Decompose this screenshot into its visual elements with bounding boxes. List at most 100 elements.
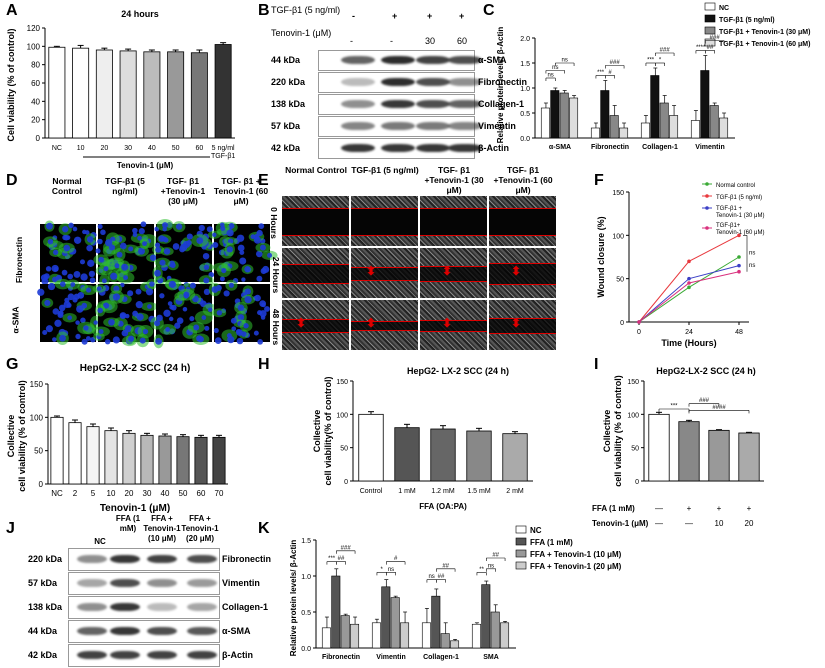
legend-swatch: [704, 14, 716, 23]
blot-band: [341, 56, 375, 64]
legend-label: NC: [530, 526, 542, 535]
wound-gap: [282, 264, 349, 284]
blot-band: [147, 627, 177, 635]
chart-i-row2-value: 10: [715, 519, 724, 528]
nucleus: [206, 226, 213, 233]
chart-h-title: HepG2- LX-2 SCC (24 h): [407, 366, 509, 376]
x-tick-label: 30: [143, 489, 152, 498]
panel-d-col-label: TGF- β1 + Tenovin-1 (60 μM): [213, 176, 269, 206]
nucleus: [237, 244, 245, 252]
legend-label: TGF-β1+: [716, 223, 741, 229]
panel-d-row-label: Fibronectin: [14, 236, 25, 284]
chart-k-ylabel: Relative protein levels/ β-Actin: [289, 540, 298, 657]
blot-band: [147, 555, 177, 563]
nucleus: [73, 270, 81, 278]
nucleus: [62, 226, 69, 233]
bar: [394, 427, 420, 482]
bar: [167, 51, 185, 139]
y-tick-label: 2.0: [520, 36, 530, 43]
nucleus: [121, 329, 129, 337]
nucleus: [154, 242, 161, 248]
nucleus: [73, 236, 82, 244]
bar: [400, 622, 410, 649]
bar: [648, 413, 670, 482]
nucleus: [158, 235, 165, 242]
x-tick-label: Fibronectin: [591, 144, 629, 151]
nucleus: [121, 263, 129, 271]
chart-i-row1-value: —: [655, 504, 663, 513]
blot-band: [187, 627, 217, 635]
blot-b-strip: [318, 50, 482, 71]
nucleus: [226, 246, 233, 253]
blot-b-kda: 220 kDa: [271, 77, 306, 87]
bar: [700, 70, 710, 139]
y-tick-label: 0: [620, 320, 624, 327]
red-arrow-marker: ⬍: [511, 316, 522, 330]
blot-j-protein: α-SMA: [222, 626, 251, 636]
bar: [669, 115, 679, 139]
nucleus: [63, 234, 70, 241]
nucleus: [136, 313, 144, 321]
x-tick-label: 50: [179, 489, 188, 498]
nucleus: [113, 285, 120, 292]
micrograph: [40, 220, 97, 286]
blot-b-protein: α-SMA: [478, 55, 507, 65]
nucleus: [53, 249, 59, 255]
blot-band: [381, 144, 415, 152]
sig-k-label: ##: [492, 553, 499, 559]
y-tick-label: 50: [631, 446, 639, 453]
blot-j-kda: 57 kDa: [28, 578, 58, 588]
nucleus: [41, 277, 49, 285]
nucleus: [142, 328, 149, 335]
nucleus: [226, 229, 234, 237]
bar: [559, 92, 569, 139]
sig-f-label: ns: [749, 251, 755, 257]
nucleus: [139, 337, 146, 344]
sig-f-label: ns: [749, 263, 755, 269]
nucleus: [257, 339, 263, 345]
nucleus: [201, 315, 207, 320]
nucleus: [128, 246, 134, 252]
bar: [590, 127, 600, 139]
chart-h-ylabel: cell viability(% of control): [323, 376, 333, 485]
sig-i-label: ####: [712, 405, 726, 411]
y-tick-label: 150: [30, 380, 44, 389]
nucleus: [52, 308, 60, 315]
blot-j-header: FFA + Tenovin-1 (20 μM): [181, 514, 219, 543]
blot-band: [448, 144, 482, 152]
chart-i: 0 50 100 150 HepG2-LX-2 SCC (24 h) Collective…: [592, 366, 764, 528]
x-tick-label: 70: [215, 489, 224, 498]
x-tick-label: α-SMA: [549, 144, 571, 151]
y-tick-label: 150: [612, 190, 624, 197]
nucleus: [244, 296, 252, 304]
scratch-image: ⬍: [489, 248, 556, 298]
blot-band: [110, 603, 140, 611]
bar: [140, 434, 154, 485]
nucleus: [75, 320, 80, 325]
y-tick-label: 150: [627, 379, 639, 386]
bar: [619, 127, 629, 139]
nucleus: [95, 248, 101, 254]
y-tick-label: 100: [336, 412, 348, 419]
nucleus: [75, 333, 81, 340]
nucleus: [57, 311, 64, 318]
panel-e-col-label: Normal Control: [285, 165, 347, 175]
nucleus: [98, 328, 104, 335]
nucleus: [138, 247, 145, 255]
panel-i-letter: I: [594, 356, 599, 373]
panel-d-letter: D: [6, 172, 18, 189]
nucleus: [174, 322, 181, 329]
panel-c-letter: C: [483, 2, 495, 19]
nucleus: [202, 252, 210, 260]
nucleus: [182, 307, 188, 312]
series-point: [687, 276, 691, 281]
legend-label: TGF-β1 +: [716, 206, 742, 212]
nucleus: [243, 323, 249, 329]
nucleus: [179, 243, 188, 252]
nucleus: [219, 276, 225, 282]
bar: [650, 75, 660, 139]
blot-band: [416, 100, 450, 108]
nucleus: [168, 316, 174, 322]
blot-b-tgf-sign: +: [427, 11, 433, 21]
sig-c-label: ***: [647, 58, 655, 64]
